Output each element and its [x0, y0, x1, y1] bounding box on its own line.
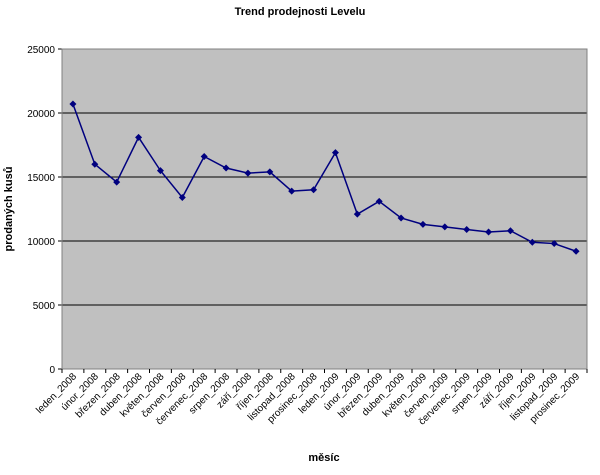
data-point — [528, 238, 536, 246]
series-line — [72, 103, 577, 252]
data-point — [178, 193, 186, 201]
data-point — [353, 210, 361, 218]
data-point — [244, 169, 252, 177]
x-axis-title: měsíc — [308, 452, 339, 464]
data-point — [288, 187, 296, 195]
data-point — [506, 227, 514, 235]
data-point — [550, 240, 558, 248]
plot-background — [62, 49, 587, 369]
data-point — [375, 197, 383, 205]
chart-title: Trend prodejnosti Levelu — [235, 6, 366, 18]
data-point — [397, 214, 405, 222]
data-point — [156, 167, 164, 175]
y-axis-title: prodaných kusů — [3, 167, 15, 252]
data-point — [310, 186, 318, 194]
data-point — [69, 100, 77, 108]
data-point — [485, 228, 493, 236]
data-point — [200, 153, 208, 161]
data-point — [222, 164, 230, 172]
data-point — [91, 160, 99, 168]
data-point — [441, 223, 449, 231]
y-tick-label: 15000 — [27, 173, 55, 184]
data-point — [331, 149, 339, 157]
data-point — [135, 133, 143, 141]
plot-area: 0500010000150002000025000leden_2008únor_… — [27, 45, 588, 427]
y-tick-label: 0 — [49, 365, 55, 376]
data-point — [266, 168, 274, 176]
y-tick-label: 25000 — [27, 45, 55, 56]
y-tick-label: 5000 — [33, 301, 56, 312]
data-point — [572, 247, 580, 255]
data-point — [113, 178, 121, 186]
data-point — [419, 220, 427, 228]
y-tick-label: 20000 — [27, 109, 55, 120]
y-tick-label: 10000 — [27, 237, 55, 248]
data-point — [463, 225, 471, 233]
